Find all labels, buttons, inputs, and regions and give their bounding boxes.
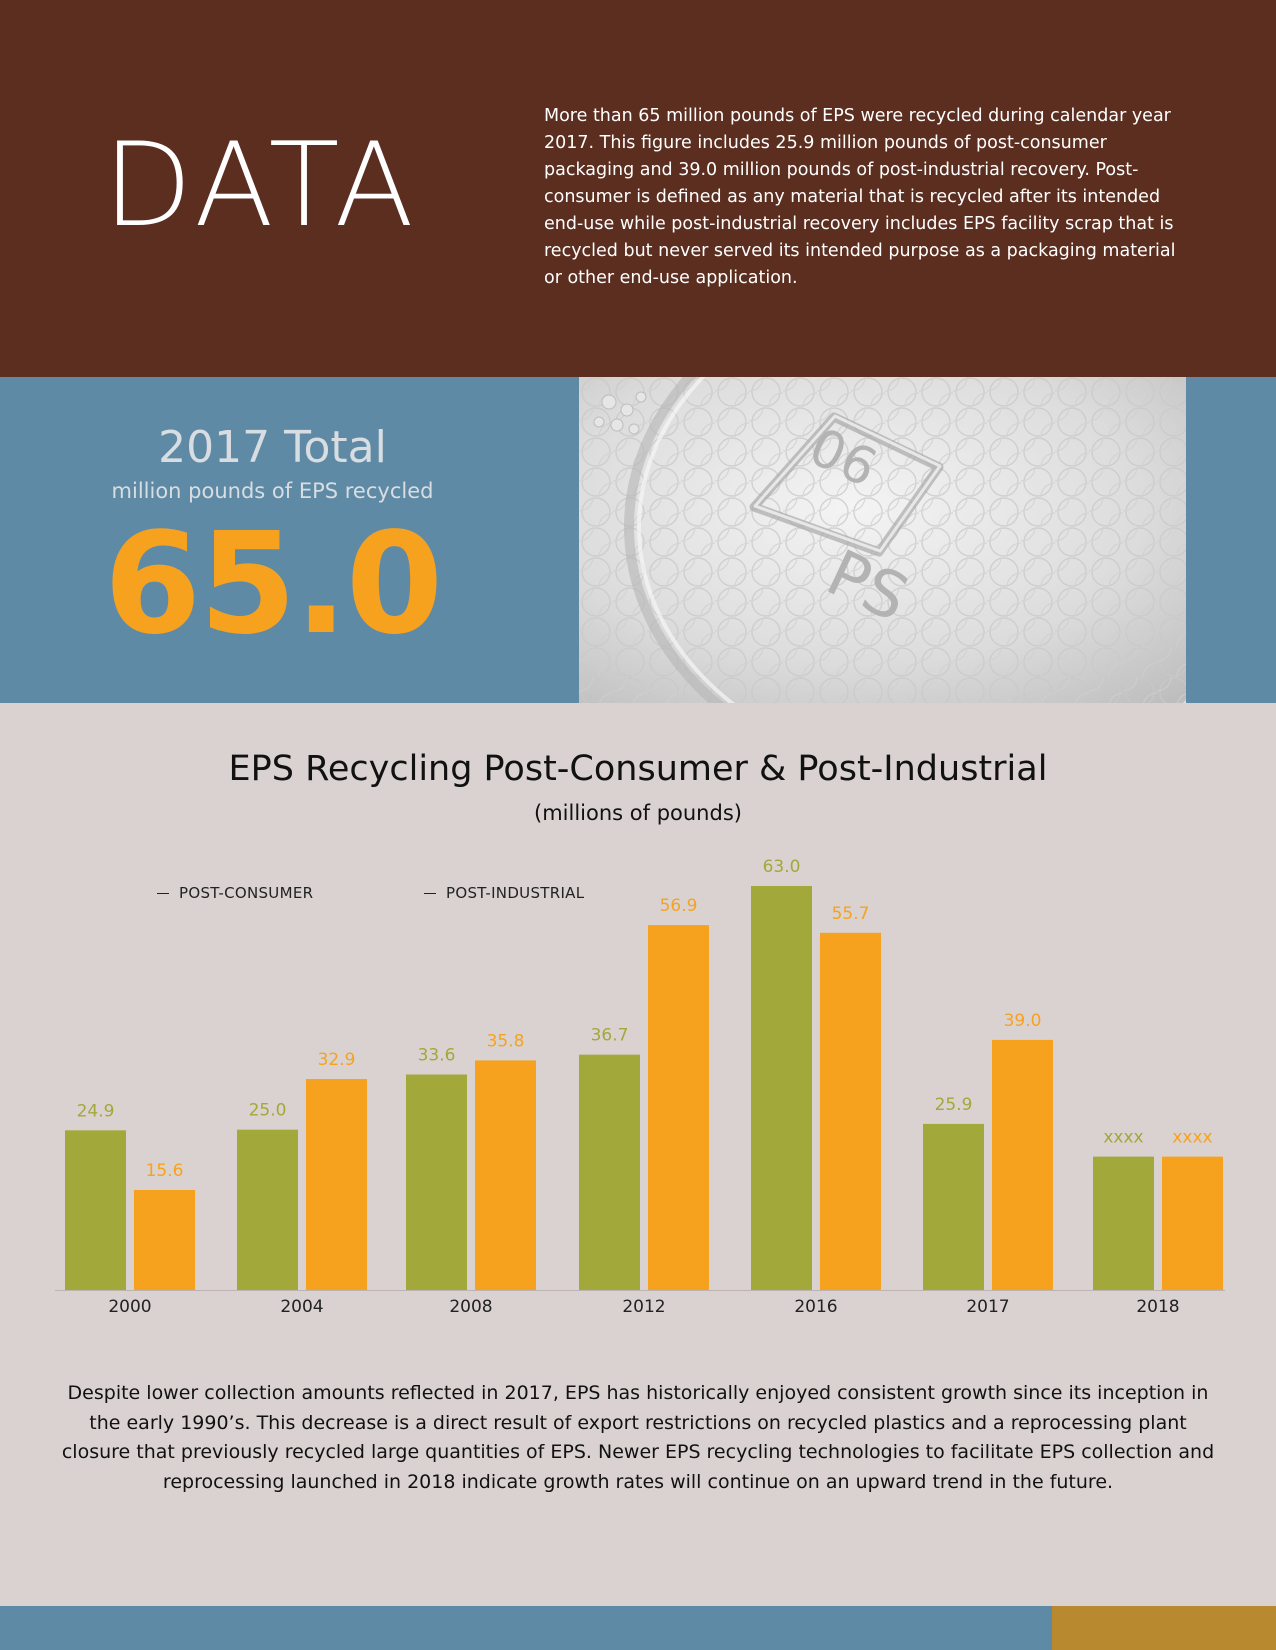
bar-post-consumer-2018 — [1093, 1156, 1154, 1290]
header-section — [0, 0, 1276, 377]
bar-post-consumer-2008 — [406, 1074, 467, 1290]
data-label: 32.9 — [318, 1050, 356, 1070]
x-tick-label: 2016 — [794, 1297, 837, 1317]
footer-bar-gold — [1052, 1606, 1276, 1650]
data-label: 24.9 — [77, 1101, 115, 1121]
stat-title: 2017 Total — [158, 422, 387, 473]
legend-label: POST-CONSUMER — [179, 884, 314, 902]
bar-post-industrial-2018 — [1162, 1156, 1223, 1290]
x-tick-label: 2017 — [966, 1297, 1009, 1317]
data-label: 25.9 — [935, 1095, 973, 1115]
data-label: 63.0 — [763, 857, 801, 877]
bar-post-industrial-2004 — [306, 1079, 367, 1290]
data-label: 56.9 — [660, 896, 698, 916]
data-label: 39.0 — [1004, 1011, 1042, 1031]
bar-post-consumer-2017 — [923, 1123, 984, 1290]
eps-foam-photo: 06 PS — [579, 377, 1186, 703]
legend-label: POST-INDUSTRIAL — [446, 884, 585, 902]
data-label: xxxx — [1172, 1128, 1212, 1148]
chart-title: EPS Recycling Post-Consumer & Post-Indus… — [228, 749, 1048, 789]
legend-item-post-industrial: POST-INDUSTRIAL — [424, 886, 584, 901]
data-label: xxxx — [1103, 1128, 1143, 1148]
bar-post-industrial-2000 — [134, 1189, 195, 1290]
intro-paragraph: More than 65 million pounds of EPS were … — [544, 106, 1176, 288]
data-label: 55.7 — [832, 904, 870, 924]
page-title: DATA — [103, 118, 418, 253]
bar-post-industrial-2017 — [992, 1039, 1053, 1290]
bar-post-industrial-2008 — [475, 1060, 536, 1290]
data-label: 15.6 — [146, 1161, 184, 1181]
stat-value: 65.0 — [103, 503, 443, 666]
legend-dash-icon — [157, 893, 169, 894]
bar-post-consumer-2016 — [751, 886, 812, 1290]
bar-post-industrial-2016 — [820, 932, 881, 1290]
chart-subtitle: (millions of pounds) — [534, 801, 742, 825]
data-label: 33.6 — [418, 1046, 456, 1066]
footer-paragraph: Despite lower collection amounts reflect… — [61, 1382, 1215, 1493]
data-label: 25.0 — [249, 1101, 287, 1121]
stat-subtitle: million pounds of EPS recycled — [111, 479, 434, 503]
bar-post-industrial-2012 — [648, 925, 709, 1290]
x-tick-label: 2004 — [280, 1297, 323, 1317]
footer-bar-blue — [0, 1606, 1052, 1650]
data-label: 36.7 — [591, 1026, 629, 1046]
x-tick-label: 2012 — [622, 1297, 665, 1317]
legend-item-post-consumer: POST-CONSUMER — [157, 886, 313, 901]
x-tick-label: 2018 — [1136, 1297, 1179, 1317]
data-label: 35.8 — [487, 1031, 525, 1051]
bar-post-consumer-2000 — [65, 1130, 126, 1290]
bar-post-consumer-2004 — [237, 1129, 298, 1290]
bar-chart: 24.9 15.6 2000 25.0 32.9 2004 33.6 35.8 2008 36.7… — [55, 857, 1225, 1317]
legend-dash-icon — [424, 893, 436, 894]
x-tick-label: 2008 — [449, 1297, 492, 1317]
x-tick-label: 2000 — [108, 1297, 151, 1317]
bar-post-consumer-2012 — [579, 1054, 640, 1290]
